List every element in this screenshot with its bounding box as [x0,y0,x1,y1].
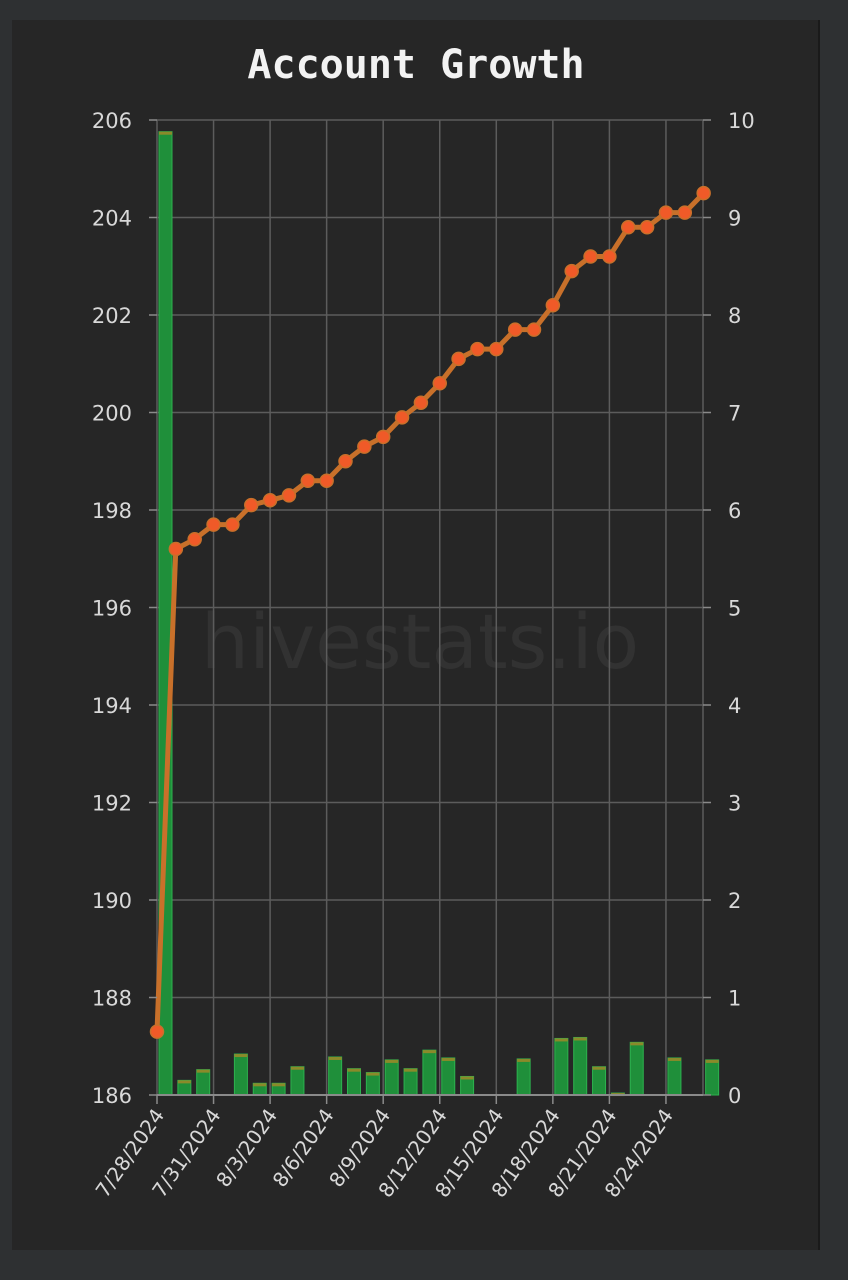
volume-bar [347,1068,361,1096]
data-point [658,205,674,220]
y-left-tick-label: 202 [92,304,132,328]
data-point [338,454,353,469]
data-point [168,541,184,557]
data-point [564,263,579,279]
y-right-tick-label: 4 [728,694,741,718]
y-left-tick-label: 190 [92,889,132,913]
data-point [206,517,221,532]
volume-bar-cap [385,1059,399,1063]
watermark: hivestats.io [201,597,639,686]
volume-bar-cap [196,1069,210,1073]
volume-bar-cap [328,1056,342,1060]
data-point [149,1024,165,1039]
data-point [696,185,711,201]
data-point [262,493,278,508]
volume-bar [667,1057,682,1096]
data-point [394,410,410,425]
y-right-tick-label: 9 [728,207,741,231]
volume-bar [422,1049,437,1096]
data-point [375,429,391,445]
data-point [470,341,485,357]
volume-bar-cap [460,1076,474,1080]
data-point [621,220,636,235]
y-left-tick-label: 192 [92,792,132,816]
data-point [451,351,466,367]
volume-bar-cap [517,1058,531,1062]
data-point [432,376,447,391]
volume-bar [290,1066,305,1096]
data-point [602,249,617,264]
y-right-tick-label: 5 [728,597,741,621]
y-right-tick-label: 10 [728,109,755,133]
volume-bar [705,1059,720,1096]
data-point [300,473,316,488]
volume-bar-cap [234,1054,248,1058]
volume-bar [441,1057,456,1096]
volume-bar [554,1037,569,1096]
volume-bar [516,1058,531,1096]
volume-bar [233,1053,248,1096]
y-left-tick-label: 198 [92,499,132,523]
y-left-tick-label: 206 [92,109,132,133]
panel-edge [818,20,820,1250]
data-point [677,205,693,220]
y-right-tick-label: 1 [728,987,741,1011]
volume-bar [403,1068,418,1096]
y-right-tick-label: 3 [728,792,741,816]
volume-bar [328,1056,343,1096]
data-point [413,395,429,410]
data-point [187,532,202,547]
volume-bar-cap [573,1037,587,1041]
volume-bar-cap [441,1057,455,1061]
data-point [319,473,334,488]
data-point [281,488,297,503]
volume-bar-cap [159,131,172,135]
volume-bar-cap [554,1038,568,1042]
data-point [526,322,542,337]
volume-bar-cap [592,1066,606,1070]
chart-panel [12,20,818,1250]
y-right-tick-label: 7 [728,402,741,426]
y-right-tick-label: 8 [728,304,741,328]
volume-bar [365,1072,380,1096]
y-left-tick-label: 194 [92,694,132,718]
volume-bar-cap [630,1042,644,1046]
volume-bar-cap [366,1072,380,1076]
volume-bar [592,1066,607,1096]
volume-bar-cap [667,1057,681,1061]
data-point [489,341,504,357]
y-left-tick-label: 188 [92,987,132,1011]
data-point [639,220,655,235]
volume-bar-cap [347,1068,361,1072]
y-left-tick-label: 196 [92,597,132,621]
data-point [545,298,561,313]
data-point [225,517,240,532]
y-left-tick-label: 204 [92,207,132,231]
volume-bar [629,1041,644,1096]
volume-bar-cap [290,1066,304,1070]
y-right-tick-label: 2 [728,889,741,913]
volume-bar-cap [422,1050,436,1054]
chart-title: Account Growth [247,42,584,88]
y-right-tick-label: 6 [728,499,741,523]
volume-bar-cap [177,1080,191,1084]
y-right-tick-label: 0 [728,1084,741,1108]
volume-bar-cap [272,1083,286,1087]
volume-bar-cap [404,1068,418,1072]
volume-bar [196,1069,211,1096]
volume-bar [384,1059,399,1096]
data-point [583,249,598,264]
data-point [357,439,372,454]
volume-bar-cap [705,1059,719,1063]
data-point [244,497,259,513]
data-point [507,322,523,337]
volume-bar-cap [253,1083,267,1087]
y-left-tick-label: 200 [92,402,132,426]
y-left-tick-label: 186 [92,1084,132,1108]
volume-bar [573,1036,588,1096]
